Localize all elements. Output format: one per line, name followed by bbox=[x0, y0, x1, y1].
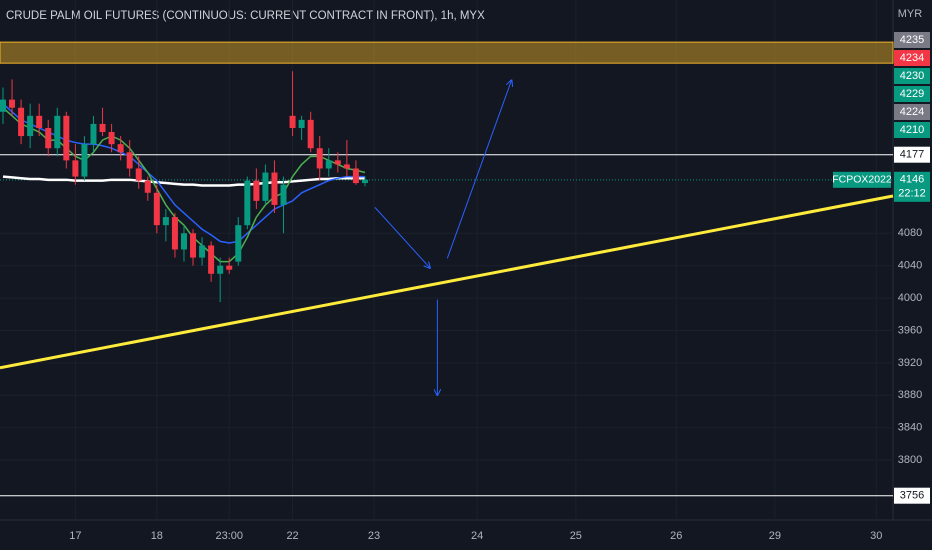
candle-body bbox=[27, 115, 34, 137]
candle-body bbox=[180, 233, 187, 250]
candle-body bbox=[171, 217, 178, 250]
x-tick-label: 29 bbox=[769, 530, 781, 542]
price-label-bg bbox=[894, 146, 930, 163]
y-tick-label: 4000 bbox=[898, 292, 922, 304]
last-price-bg bbox=[894, 171, 930, 202]
x-tick-label: 24 bbox=[471, 530, 483, 542]
candle-body bbox=[153, 192, 160, 226]
arrow bbox=[446, 80, 511, 259]
last-price-label: 4146 bbox=[900, 174, 924, 186]
price-label: 4230 bbox=[900, 70, 924, 82]
x-tick-label: 23 bbox=[368, 530, 380, 542]
x-tick-label: 25 bbox=[570, 530, 582, 542]
symbol-label: FCPOX2022 bbox=[832, 174, 892, 186]
candle-body bbox=[307, 119, 314, 149]
y-tick-label: 4040 bbox=[898, 260, 922, 272]
candle-body bbox=[199, 245, 206, 258]
moving-average bbox=[2, 175, 365, 187]
price-label: 4177 bbox=[900, 149, 924, 161]
candle-body bbox=[54, 115, 61, 149]
candle-body bbox=[0, 99, 6, 112]
candle-body bbox=[144, 180, 151, 193]
candle-body bbox=[334, 160, 341, 165]
x-tick-label: 30 bbox=[870, 530, 882, 542]
price-label: 4229 bbox=[900, 88, 924, 100]
candle-body bbox=[81, 144, 88, 177]
symbol-bg bbox=[833, 171, 891, 188]
price-label: 4210 bbox=[900, 124, 924, 136]
countdown: 22:12 bbox=[898, 188, 926, 200]
price-label-bg bbox=[894, 86, 930, 102]
candle-body bbox=[190, 233, 197, 258]
y-tick-label: 3800 bbox=[898, 454, 922, 466]
y-tick-label: 3840 bbox=[898, 422, 922, 434]
candle-body bbox=[280, 184, 287, 205]
arrow bbox=[374, 207, 430, 268]
candle-body bbox=[18, 107, 25, 137]
candle-body bbox=[90, 123, 97, 145]
candle-body bbox=[108, 132, 115, 145]
zone bbox=[0, 41, 894, 64]
candle-body bbox=[9, 99, 16, 108]
candle-body bbox=[235, 225, 242, 262]
candle-body bbox=[126, 152, 133, 169]
x-tick-label: 18 bbox=[151, 530, 163, 542]
x-tick-label: 26 bbox=[670, 530, 682, 542]
candle-body bbox=[45, 127, 52, 149]
y-tick-label: 4080 bbox=[898, 227, 922, 239]
y-tick-label: 3960 bbox=[898, 324, 922, 336]
price-label-bg bbox=[894, 487, 930, 504]
candle-body bbox=[117, 144, 124, 153]
candle-body bbox=[361, 179, 368, 184]
price-label-bg bbox=[894, 32, 930, 48]
candle-body bbox=[162, 217, 169, 226]
candle-body bbox=[208, 245, 215, 274]
price-label: 3756 bbox=[900, 490, 924, 502]
candle-body bbox=[226, 265, 233, 270]
candle-body bbox=[135, 168, 142, 181]
trendline bbox=[0, 194, 894, 370]
price-label-bg bbox=[894, 50, 930, 66]
candle-body bbox=[72, 160, 79, 177]
x-tick-label: 17 bbox=[69, 530, 81, 542]
candle-body bbox=[325, 160, 332, 169]
currency: MYR bbox=[898, 8, 923, 20]
y-tick-label: 3920 bbox=[898, 357, 922, 369]
y-tick-label: 3880 bbox=[898, 389, 922, 401]
candle-body bbox=[343, 164, 350, 169]
moving-average bbox=[2, 103, 365, 244]
price-label-bg bbox=[894, 104, 930, 120]
candle-body bbox=[316, 148, 323, 169]
price-label-bg bbox=[894, 122, 930, 138]
candle-body bbox=[352, 168, 359, 184]
candle-body bbox=[63, 115, 70, 161]
x-tick-label: 22 bbox=[286, 530, 298, 542]
candle-body bbox=[217, 265, 224, 274]
candle-body bbox=[289, 115, 296, 128]
candle-body bbox=[271, 172, 278, 205]
candle-body bbox=[262, 172, 269, 201]
candle-body bbox=[244, 180, 251, 226]
price-label-bg bbox=[894, 68, 930, 84]
price-label: 4234 bbox=[900, 52, 924, 64]
x-tick-label: 23:00 bbox=[215, 530, 243, 542]
candle-body bbox=[253, 180, 260, 201]
price-label: 4224 bbox=[900, 106, 924, 118]
candle-body bbox=[99, 123, 106, 133]
candle-body bbox=[298, 119, 305, 128]
chart-title: CRUDE PALM OIL FUTURES (CONTINUOUS: CURR… bbox=[6, 10, 485, 22]
candle-body bbox=[36, 115, 43, 128]
price-label: 4235 bbox=[900, 34, 924, 46]
